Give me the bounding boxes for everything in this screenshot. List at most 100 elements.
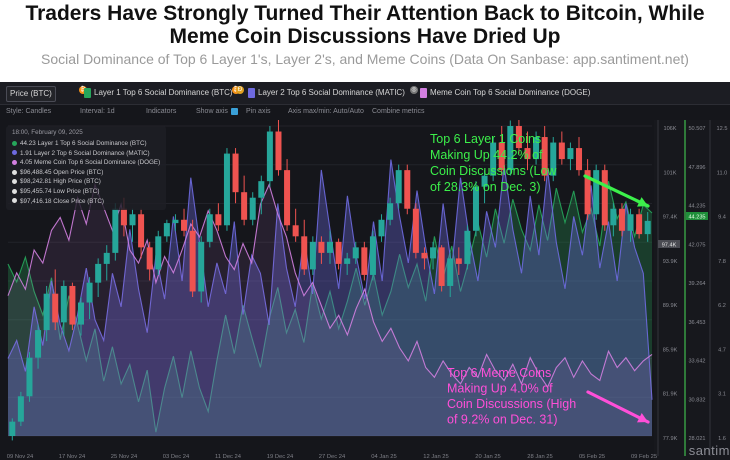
x-tick-label: 28 Jan 25 bbox=[527, 454, 552, 460]
axis-tick-label: 97.4K bbox=[663, 215, 678, 221]
pin-axis-toggle[interactable]: Pin axis bbox=[246, 105, 271, 119]
legend-timestamp: 18:00, February 09, 2025 bbox=[12, 129, 83, 136]
candle-body bbox=[266, 131, 273, 182]
axis-tick-label: 12.5 bbox=[717, 126, 728, 132]
legend-row: $97,416.18 Close Price (BTC) bbox=[12, 198, 104, 205]
dogecoin-icon: Ð bbox=[236, 86, 244, 94]
style-select[interactable]: Style: Candles bbox=[6, 108, 52, 115]
axis-tick-label: 47.896 bbox=[688, 165, 705, 171]
axis-tick-label: 7.8 bbox=[718, 259, 726, 265]
chart-plot[interactable]: 106K 101K 97.4K 93.9K 89.9K 85.9K 81.9K 77.9K 50… bbox=[0, 120, 730, 460]
legend-row: 44.23 Layer 1 Top 6 Social Dominance (BT… bbox=[12, 140, 147, 147]
candle-body bbox=[533, 137, 540, 160]
axis-tick-label: 4.7 bbox=[718, 347, 726, 353]
x-tick-label: 05 Feb 25 bbox=[579, 454, 605, 460]
candle-body bbox=[77, 302, 84, 325]
chart-panel: Price (BTC) ₿ Layer 1 Top 6 Social Domin… bbox=[0, 82, 730, 460]
axis-tick-label: 39.264 bbox=[688, 281, 705, 287]
annotation-meme-line: of 9.2% on Dec. 31) bbox=[447, 413, 557, 427]
chart-title: Traders Have Strongly Turned Their Atten… bbox=[25, 2, 705, 48]
candle-body bbox=[636, 214, 643, 235]
candle-body bbox=[309, 241, 316, 270]
x-tick-label: 27 Dec 24 bbox=[319, 454, 346, 460]
legend-dot-icon bbox=[12, 188, 17, 194]
legend-row-text: $95,455.74 Low Price (BTC) bbox=[20, 188, 100, 195]
x-tick-label: 04 Jan 25 bbox=[371, 454, 396, 460]
tab-label: Price (BTC) bbox=[10, 89, 52, 98]
interval-select[interactable]: Interval: 1d bbox=[80, 108, 115, 115]
layer2-series-line bbox=[7, 159, 653, 400]
candle-body bbox=[550, 142, 557, 176]
axis-tick-label: 93.9K bbox=[663, 259, 678, 265]
candle-body bbox=[232, 153, 239, 193]
axis-tick-label: 106K bbox=[663, 126, 676, 132]
legend-row-text: 4.05 Meme Coin Top 6 Social Dominance (D… bbox=[20, 159, 161, 167]
candle-body bbox=[361, 247, 368, 275]
candle-body bbox=[86, 282, 93, 303]
color-swatch-icon bbox=[420, 87, 427, 98]
candle-body bbox=[498, 142, 505, 171]
tab-label: Layer 2 Top 6 Social Dominance (MATIC) bbox=[258, 88, 405, 97]
legend-dot-icon bbox=[12, 150, 17, 156]
annotation-layer1-line: of 28.3% on Dec. 3) bbox=[430, 180, 540, 194]
candle-body bbox=[378, 219, 385, 237]
layer1-current-label: 44.235 bbox=[688, 215, 705, 221]
x-tick-label: 20 Jan 25 bbox=[475, 454, 500, 460]
color-swatch-icon bbox=[84, 87, 91, 98]
candle-body bbox=[541, 137, 548, 176]
show-axis-toggle[interactable]: Show axis bbox=[196, 105, 238, 119]
candle-body bbox=[69, 285, 76, 325]
axis-tick-label: 11.0 bbox=[717, 170, 727, 176]
candle-body bbox=[344, 258, 351, 264]
candle-body bbox=[601, 170, 608, 226]
axis-tick-label: 36.453 bbox=[688, 320, 705, 326]
show-axis-label: Show axis bbox=[196, 108, 228, 115]
annotation-layer1-line: Making Up 44.2% of bbox=[430, 148, 543, 162]
legend-row: 4.05 Meme Coin Top 6 Social Dominance (D… bbox=[12, 159, 160, 166]
candle-body bbox=[129, 214, 136, 226]
annotation-meme-line: Coin Discussions (High bbox=[447, 397, 576, 411]
axis-tick-label: 85.9K bbox=[663, 347, 678, 353]
candle-body bbox=[481, 175, 488, 187]
axis-tick-label: 3.1 bbox=[718, 392, 726, 398]
candle-body bbox=[112, 208, 119, 253]
candle-body bbox=[223, 153, 230, 226]
candle-body bbox=[206, 214, 213, 242]
candle-body bbox=[627, 214, 634, 231]
tab-layer2-dominance[interactable]: Layer 2 Top 6 Social Dominance (MATIC) Ð bbox=[236, 86, 405, 100]
candle-body bbox=[43, 293, 50, 331]
bitcoin-icon: ₿ bbox=[79, 86, 87, 94]
candle-body bbox=[120, 208, 127, 226]
axis-tick-label: 1.6 bbox=[718, 436, 726, 442]
santiment-watermark: santim bbox=[688, 443, 730, 458]
legend-row-text: 44.23 Layer 1 Top 6 Social Dominance (BT… bbox=[20, 140, 147, 147]
combine-metrics-button[interactable]: Combine metrics bbox=[372, 108, 425, 115]
axis-tick-label: 33.642 bbox=[688, 359, 705, 365]
axis-max-min-select[interactable]: Axis max/min: Auto/Auto bbox=[288, 108, 364, 115]
x-tick-label: 09 Feb 25 bbox=[631, 454, 657, 460]
tab-meme-dominance[interactable]: Meme Coin Top 6 Social Dominance (DOGE) … bbox=[410, 86, 591, 100]
candle-body bbox=[95, 263, 102, 283]
candle-body bbox=[172, 219, 179, 224]
solana-icon: ◎ bbox=[410, 86, 418, 94]
legend-dot-icon bbox=[12, 198, 17, 204]
price-current-badge bbox=[658, 240, 680, 248]
candle-body bbox=[163, 223, 170, 237]
candle-body bbox=[284, 170, 291, 226]
tab-price-btc[interactable]: Price (BTC) ₿ bbox=[6, 86, 87, 102]
candle-body bbox=[301, 236, 308, 270]
candle-body bbox=[472, 186, 479, 231]
indicators-button[interactable]: Indicators bbox=[146, 108, 177, 115]
tab-layer1-dominance[interactable]: Layer 1 Top 6 Social Dominance (BTC) ₿ bbox=[84, 86, 240, 100]
candle-body bbox=[249, 197, 256, 220]
tab-label: Meme Coin Top 6 Social Dominance (DOGE) bbox=[430, 88, 591, 97]
candle-body bbox=[455, 258, 462, 264]
axis-tick-label: 42.075 bbox=[688, 242, 705, 248]
layer1-current-badge bbox=[686, 212, 708, 220]
legend-dot-icon bbox=[12, 160, 17, 166]
legend-row: $96,488.45 Open Price (BTC) bbox=[12, 169, 103, 176]
axis-tick-label: 28.021 bbox=[688, 436, 705, 442]
candle-body bbox=[258, 181, 265, 198]
x-tick-label: 12 Jan 25 bbox=[423, 454, 448, 460]
candle-body bbox=[584, 170, 591, 215]
